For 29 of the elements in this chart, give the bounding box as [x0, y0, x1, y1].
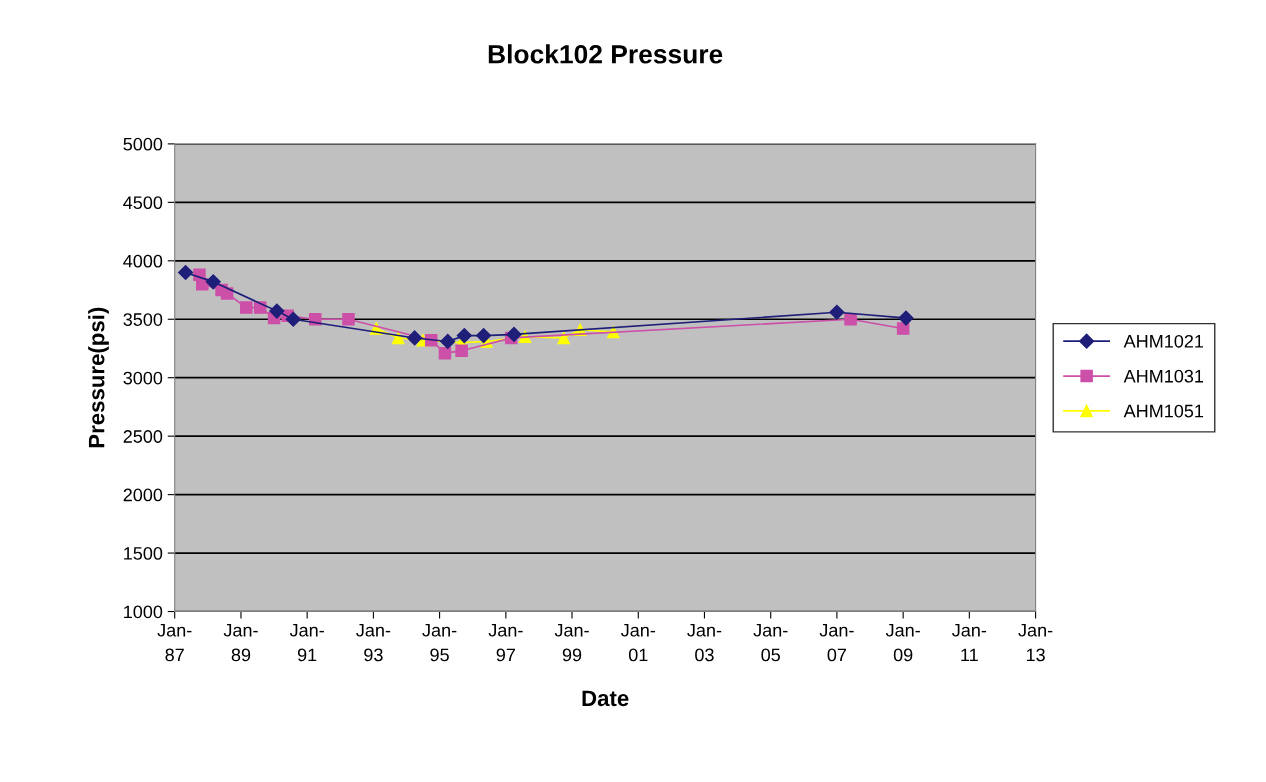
y-tick-label: 1500	[124, 547, 163, 560]
x-tick-label: Jan- 11	[952, 623, 987, 662]
x-tick-label: Jan- 07	[819, 623, 854, 662]
x-tick-label: Jan- 05	[753, 623, 788, 662]
x-tick-label: Jan- 91	[289, 623, 324, 662]
legend-label: AHM1021	[1123, 334, 1204, 348]
x-tick-label: Jan- 99	[554, 623, 589, 662]
legend-label: AHM1051	[1123, 404, 1204, 418]
y-tick-label: 2500	[123, 430, 163, 443]
y-tick-label: 3000	[123, 371, 163, 385]
x-tick-label: Jan- 93	[356, 623, 391, 662]
y-tick-label: 5000	[123, 137, 163, 151]
x-tick-label: Jan- 01	[621, 623, 656, 662]
legend-label: AHM1031	[1123, 369, 1204, 383]
x-axis-title: Date	[582, 690, 629, 707]
y-tick-label: 3500	[123, 313, 163, 326]
x-tick-label: Jan- 87	[157, 623, 192, 662]
y-tick-label: 4000	[123, 254, 163, 268]
x-tick-label: Jan- 09	[885, 623, 920, 662]
x-tick-label: Jan- 89	[223, 623, 258, 662]
x-tick-label: Jan- 97	[488, 623, 523, 662]
y-tick-label: 2000	[123, 488, 163, 502]
y-tick-label: 1000	[124, 605, 163, 619]
chart-title: Block102 Pressure	[488, 44, 723, 64]
x-tick-label: Jan- 03	[687, 623, 722, 662]
y-axis-title: Pressure(psi)	[88, 307, 109, 448]
y-tick-label: 4500	[123, 196, 163, 210]
x-tick-label: Jan- 95	[422, 623, 457, 662]
x-tick-label: Jan- 13	[1018, 623, 1053, 662]
